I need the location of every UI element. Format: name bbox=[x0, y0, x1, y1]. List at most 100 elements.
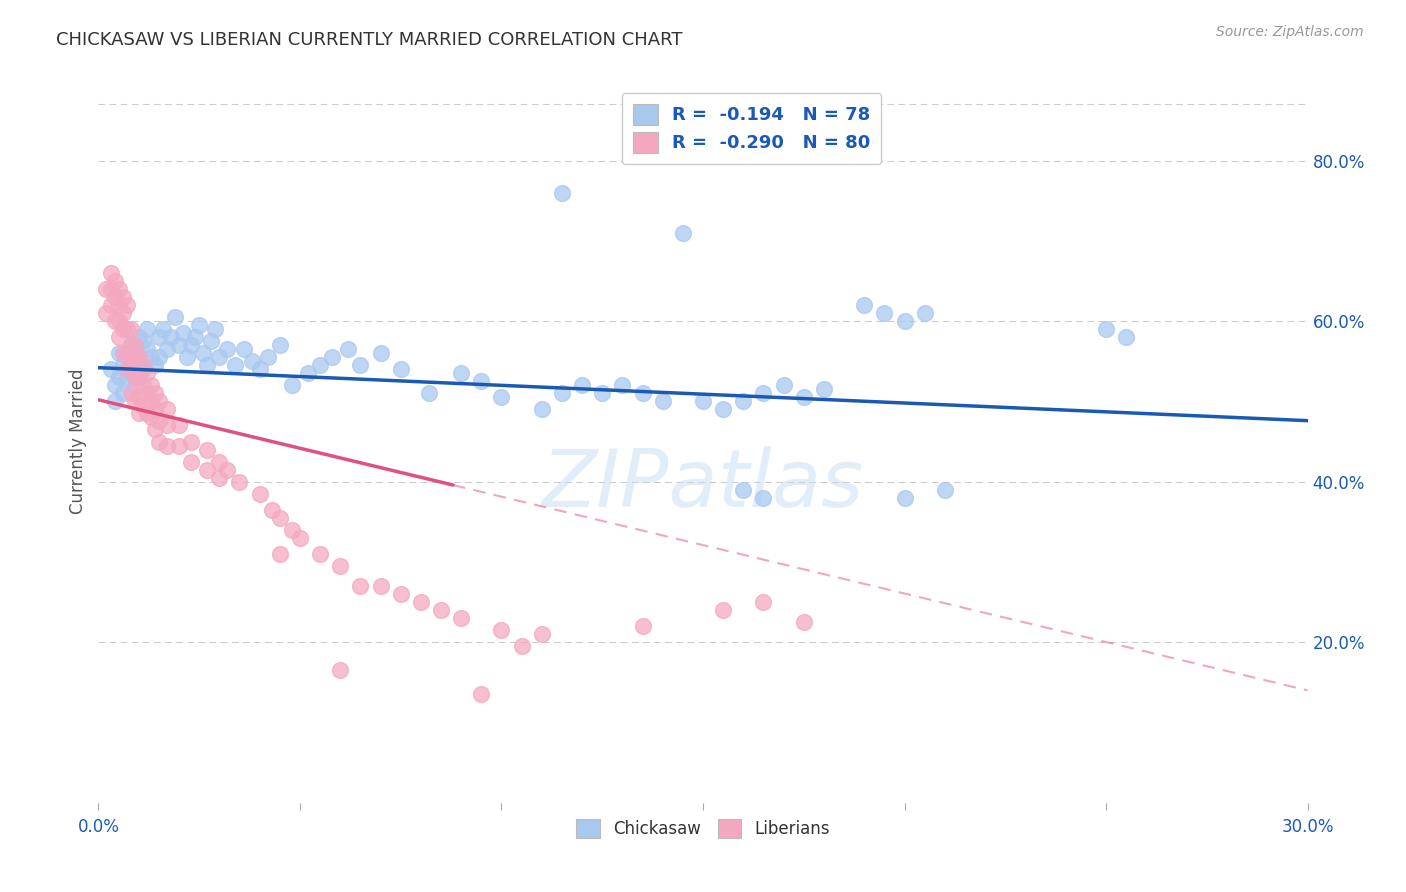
Point bbox=[139, 378, 162, 392]
Point bbox=[124, 338, 146, 352]
Point bbox=[148, 414, 170, 428]
Point bbox=[148, 330, 170, 344]
Point bbox=[135, 406, 157, 420]
Point bbox=[115, 298, 138, 312]
Point bbox=[115, 322, 138, 336]
Point bbox=[752, 491, 775, 505]
Point bbox=[128, 390, 150, 404]
Point bbox=[111, 386, 134, 401]
Point bbox=[224, 358, 246, 372]
Point bbox=[873, 306, 896, 320]
Point bbox=[103, 378, 125, 392]
Point bbox=[329, 558, 352, 574]
Point bbox=[156, 418, 179, 433]
Point bbox=[124, 346, 146, 360]
Point bbox=[120, 322, 142, 336]
Point bbox=[249, 486, 271, 500]
Point bbox=[152, 322, 174, 336]
Point bbox=[530, 627, 553, 641]
Point bbox=[128, 406, 150, 420]
Point bbox=[711, 603, 734, 617]
Point bbox=[530, 402, 553, 417]
Point bbox=[288, 531, 311, 545]
Point bbox=[934, 483, 956, 497]
Point bbox=[321, 350, 343, 364]
Point bbox=[167, 338, 190, 352]
Point bbox=[200, 334, 222, 348]
Point bbox=[135, 342, 157, 356]
Point bbox=[100, 266, 122, 280]
Point bbox=[100, 282, 122, 296]
Point bbox=[176, 350, 198, 364]
Point bbox=[281, 378, 304, 392]
Point bbox=[139, 410, 162, 425]
Point bbox=[612, 378, 634, 392]
Point bbox=[853, 298, 876, 312]
Point bbox=[100, 298, 122, 312]
Point bbox=[132, 378, 155, 392]
Point bbox=[337, 342, 360, 356]
Point bbox=[591, 386, 613, 401]
Point bbox=[793, 615, 815, 630]
Point bbox=[269, 510, 291, 524]
Point bbox=[115, 346, 138, 360]
Point bbox=[551, 386, 574, 401]
Point bbox=[208, 454, 231, 469]
Point bbox=[96, 306, 118, 320]
Point bbox=[120, 338, 142, 352]
Point bbox=[103, 314, 125, 328]
Point bbox=[232, 342, 254, 356]
Point bbox=[107, 298, 129, 312]
Point bbox=[571, 378, 593, 392]
Point bbox=[631, 619, 654, 633]
Point bbox=[349, 358, 371, 372]
Point bbox=[132, 358, 155, 372]
Point bbox=[752, 595, 775, 609]
Point bbox=[240, 354, 263, 368]
Point bbox=[217, 462, 239, 476]
Point bbox=[120, 338, 142, 352]
Point bbox=[115, 350, 138, 364]
Point bbox=[793, 390, 815, 404]
Point bbox=[389, 362, 412, 376]
Point bbox=[418, 386, 440, 401]
Point bbox=[143, 402, 166, 417]
Point bbox=[180, 434, 202, 449]
Point bbox=[430, 603, 453, 617]
Point bbox=[193, 346, 215, 360]
Text: CHICKASAW VS LIBERIAN CURRENTLY MARRIED CORRELATION CHART: CHICKASAW VS LIBERIAN CURRENTLY MARRIED … bbox=[56, 31, 683, 49]
Point bbox=[124, 378, 146, 392]
Point bbox=[409, 595, 432, 609]
Point bbox=[96, 282, 118, 296]
Point bbox=[651, 394, 673, 409]
Point bbox=[128, 370, 150, 384]
Point bbox=[195, 462, 218, 476]
Point bbox=[204, 322, 226, 336]
Point bbox=[450, 366, 472, 380]
Point bbox=[143, 386, 166, 401]
Point bbox=[631, 386, 654, 401]
Point bbox=[752, 386, 775, 401]
Point bbox=[111, 322, 134, 336]
Point bbox=[156, 438, 179, 452]
Legend: Chickasaw, Liberians: Chickasaw, Liberians bbox=[569, 813, 837, 845]
Point bbox=[156, 402, 179, 417]
Point bbox=[1095, 322, 1118, 336]
Point bbox=[281, 523, 304, 537]
Point bbox=[914, 306, 936, 320]
Text: Source: ZipAtlas.com: Source: ZipAtlas.com bbox=[1216, 25, 1364, 39]
Point bbox=[135, 386, 157, 401]
Point bbox=[107, 314, 129, 328]
Point bbox=[100, 362, 122, 376]
Point bbox=[111, 306, 134, 320]
Point bbox=[139, 350, 162, 364]
Point bbox=[269, 338, 291, 352]
Point bbox=[143, 422, 166, 436]
Point bbox=[107, 370, 129, 384]
Point bbox=[672, 226, 695, 240]
Point bbox=[107, 346, 129, 360]
Point bbox=[195, 442, 218, 457]
Point bbox=[370, 346, 392, 360]
Point bbox=[893, 314, 915, 328]
Point bbox=[148, 394, 170, 409]
